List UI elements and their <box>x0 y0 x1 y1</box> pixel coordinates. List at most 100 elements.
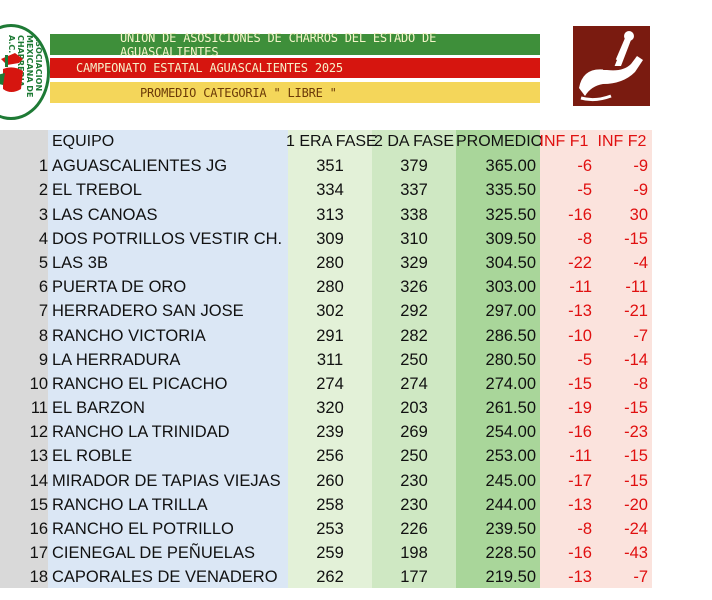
infraction-f1: -5 <box>577 350 592 369</box>
table-row: 4 DOS POTRILLOS VESTIR CH. 309 310 309.50 -8 -… <box>0 227 712 251</box>
phase1-score: 258 <box>316 495 344 514</box>
table-row: 17 CIENEGAL DE PEÑUELAS 259 198 228.50 -16 -43 <box>0 541 712 565</box>
phase2-score: 329 <box>400 253 428 272</box>
average-score: 365.00 <box>485 157 536 176</box>
infraction-f1: -13 <box>568 495 592 514</box>
infraction-f1: -11 <box>569 278 592 297</box>
header-equipo: EQUIPO <box>52 133 115 150</box>
infraction-f2: -23 <box>624 423 648 442</box>
average-score: 228.50 <box>485 544 536 563</box>
phase2-score: 177 <box>400 568 428 587</box>
header-1era-fase: 1 ERA FASE <box>286 133 377 150</box>
infraction-f1: -10 <box>568 326 592 345</box>
infraction-f2: -9 <box>633 157 648 176</box>
rank: 7 <box>38 302 48 321</box>
infraction-f2: -15 <box>624 471 648 490</box>
header-inf-f1: INF F1 <box>539 133 589 150</box>
average-score: 325.50 <box>485 205 536 224</box>
banner-categoria: PROMEDIO CATEGORIA " LIBRE " <box>50 82 540 103</box>
phase1-score: 260 <box>316 471 344 490</box>
rank: 12 <box>29 423 48 442</box>
phase2-column-bg <box>372 130 456 588</box>
rank: 18 <box>29 568 48 587</box>
rank: 3 <box>38 205 48 224</box>
team-name: LAS 3B <box>52 253 108 272</box>
team-name: PUERTA DE ORO <box>52 278 187 297</box>
rank: 13 <box>29 447 48 466</box>
header-inf-f2: INF F2 <box>597 133 647 150</box>
infraction-f2: -8 <box>633 374 648 393</box>
phase1-score: 280 <box>316 278 344 297</box>
banner-campeonato-text: CAMPEONATO ESTATAL AGUASCALIENTES 2025 <box>76 61 343 75</box>
average-score: 261.50 <box>485 399 536 418</box>
infraction-f2: -11 <box>625 278 648 297</box>
phase1-score: 334 <box>316 181 344 200</box>
banner-campeonato: CAMPEONATO ESTATAL AGUASCALIENTES 2025 <box>50 58 540 78</box>
team-name: RANCHO EL PICACHO <box>52 374 228 393</box>
infraction-f2: -7 <box>633 568 648 587</box>
phase1-score: 274 <box>316 374 344 393</box>
table-row: 7 HERRADERO SAN JOSE 302 292 297.00 -13 -21 <box>0 299 712 323</box>
rank-column-bg <box>0 130 48 588</box>
team-name: CAPORALES DE VENADERO <box>52 568 278 587</box>
table-row: 8 RANCHO VICTORIA 291 282 286.50 -10 -7 <box>0 324 712 348</box>
phase2-score: 230 <box>400 471 428 490</box>
banner-union: UNION DE ASOSICIONES DE CHARROS DEL ESTA… <box>50 31 540 59</box>
table-row: 14 MIRADOR DE TAPIAS VIEJAS 260 230 245.00 -1… <box>0 469 712 493</box>
team-name: RANCHO LA TRINIDAD <box>52 423 230 442</box>
infraction-f1: -11 <box>569 447 592 466</box>
average-score: 253.00 <box>485 447 536 466</box>
rank: 11 <box>30 399 48 418</box>
phase1-score: 313 <box>316 205 344 224</box>
infraction-f1: -8 <box>577 520 592 538</box>
table-row: 18 CAPORALES DE VENADERO 262 177 219.50 -13 -7 <box>0 565 712 589</box>
table-row: 6 PUERTA DE ORO 280 326 303.00 -11 -11 <box>0 275 712 299</box>
infraction-f2: -20 <box>624 495 648 514</box>
average-score: 244.00 <box>485 495 536 514</box>
infraction-f2: -24 <box>624 520 648 538</box>
phase1-score: 259 <box>316 544 344 563</box>
average-column-bg <box>456 130 540 588</box>
rank: 9 <box>38 350 48 369</box>
team-name: MIRADOR DE TAPIAS VIEJAS <box>52 471 281 490</box>
average-score: 239.50 <box>485 520 536 538</box>
phase2-score: 292 <box>400 302 428 321</box>
phase1-score: 320 <box>316 399 344 418</box>
infraction-f2: -15 <box>624 229 648 248</box>
phase2-score: 337 <box>400 181 428 200</box>
infraction-f2: -21 <box>624 302 648 321</box>
championship-logo <box>573 26 650 106</box>
infraction-f1: -15 <box>568 374 592 393</box>
table-row: 5 LAS 3B 280 329 304.50 -22 -4 <box>0 251 712 275</box>
phase2-score: 282 <box>400 326 428 345</box>
team-name: DOS POTRILLOS VESTIR CH. <box>52 229 283 248</box>
team-name: RANCHO EL POTRILLO <box>52 520 234 538</box>
infraction-f1: -17 <box>568 471 592 490</box>
team-name: RANCHO LA TRILLA <box>52 495 208 514</box>
average-score: 286.50 <box>485 326 536 345</box>
table-row: 9 LA HERRADURA 311 250 280.50 -5 -14 <box>0 348 712 372</box>
phase2-score: 226 <box>400 520 428 538</box>
rank: 6 <box>38 278 48 297</box>
rank: 14 <box>29 471 48 490</box>
phase1-score: 256 <box>316 447 344 466</box>
team-name: AGUASCALIENTES JG <box>52 157 228 176</box>
phase2-score: 274 <box>400 374 428 393</box>
team-name: LAS CANOAS <box>52 205 158 224</box>
team-name: LA HERRADURA <box>52 350 181 369</box>
infraction-f1: -16 <box>568 205 592 224</box>
banner-categoria-text: PROMEDIO CATEGORIA " LIBRE " <box>140 85 337 100</box>
infraction-f2: 30 <box>629 205 648 224</box>
rank: 5 <box>38 253 48 272</box>
phase2-score: 198 <box>400 544 428 563</box>
phase1-score: 291 <box>316 326 344 345</box>
table-row: 13 EL ROBLE 256 250 253.00 -11 -15 <box>0 444 712 468</box>
infraction-columns-bg <box>540 130 652 588</box>
rider-horse-icon <box>573 26 650 106</box>
phase1-score: 309 <box>316 229 344 248</box>
phase1-score: 239 <box>316 423 344 442</box>
infraction-f2: -15 <box>624 399 648 418</box>
average-score: 274.00 <box>485 374 536 393</box>
association-logo: ASOCIACION MEXICANA DE CHARRERIA A.C. <box>0 24 50 120</box>
average-score: 297.00 <box>485 302 536 321</box>
